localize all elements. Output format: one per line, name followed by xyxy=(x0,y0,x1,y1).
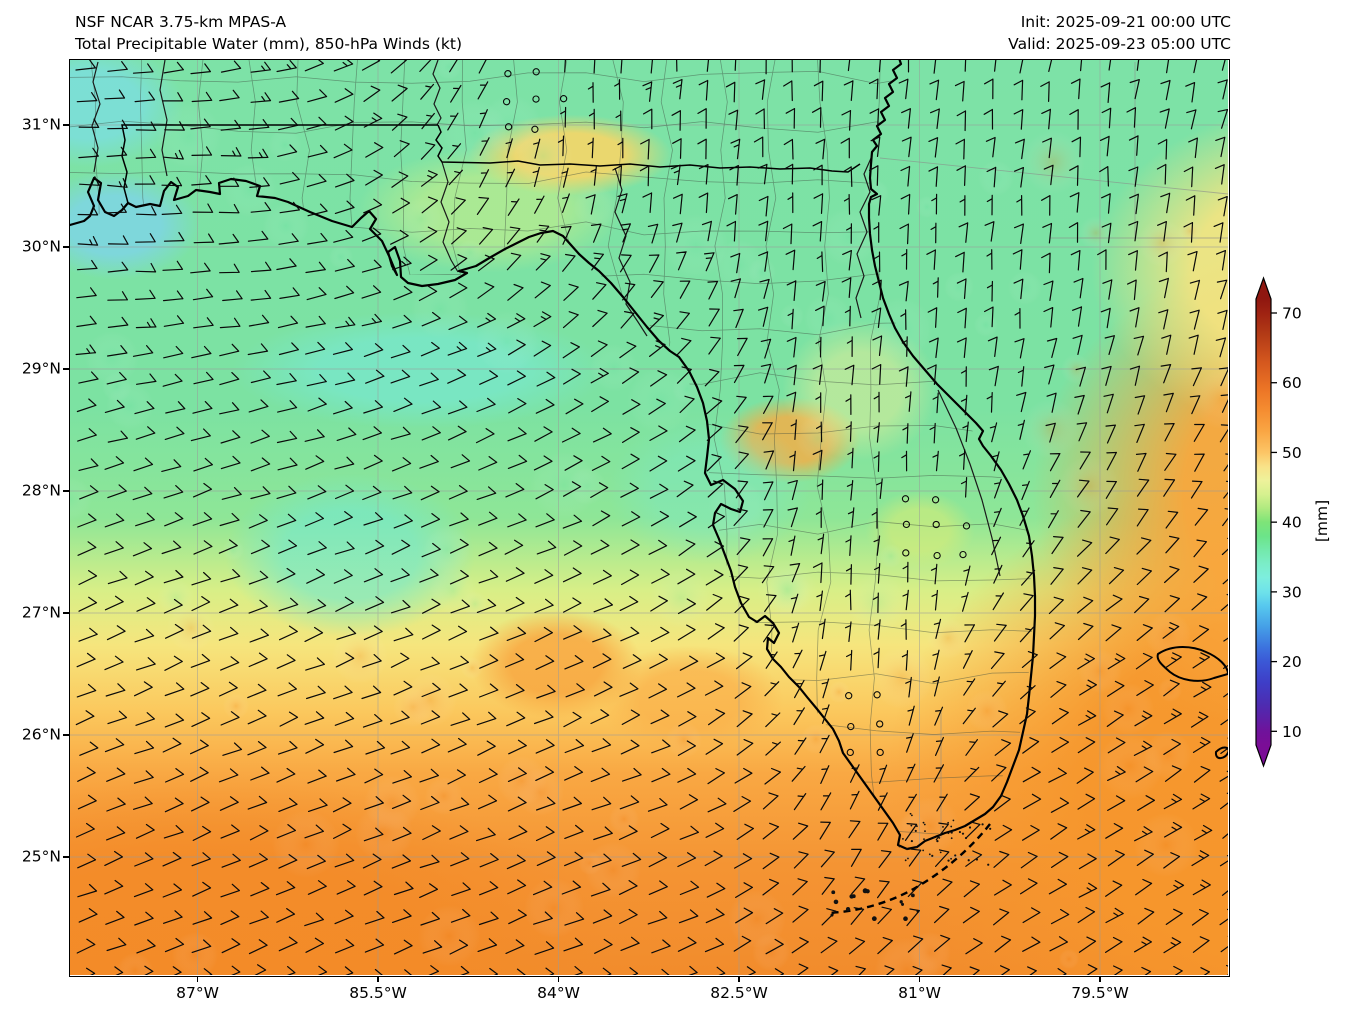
colorbar-units-label: [mm] xyxy=(1313,499,1331,543)
lon-tick-label: 85.5°W xyxy=(349,984,407,1002)
lat-tick xyxy=(63,124,69,126)
lat-tick xyxy=(63,734,69,736)
lon-tick-label: 82.5°W xyxy=(710,984,768,1002)
colorbar-tick-label: 10 xyxy=(1282,723,1302,741)
lon-tick-label: 87°W xyxy=(176,984,219,1002)
colorbar-tick-label: 50 xyxy=(1282,444,1302,462)
colorbar: 70 60 50 40 30 20 10 xyxy=(1255,276,1302,768)
lon-tick-label: 81°W xyxy=(898,984,941,1002)
valid-time: Valid: 2025-09-23 05:00 UTC xyxy=(1008,35,1231,53)
lon-tick xyxy=(196,976,199,982)
product-title: Total Precipitable Water (mm), 850-hPa W… xyxy=(75,35,463,53)
lat-tick-label: 31°N xyxy=(21,115,61,134)
colorbar-tick-label: 60 xyxy=(1282,374,1302,392)
lon-tick xyxy=(738,976,740,982)
lon-tick xyxy=(557,976,560,982)
lat-tick-label: 29°N xyxy=(21,359,61,378)
colorbar-tick-label: 70 xyxy=(1282,305,1302,323)
lon-tick-label: 84°W xyxy=(537,984,580,1002)
lat-tick xyxy=(63,490,69,492)
map-overlay-geography xyxy=(70,60,1228,975)
lat-tick-label: 26°N xyxy=(21,725,61,744)
lat-tick-label: 30°N xyxy=(21,237,61,256)
colorbar-tick-label: 40 xyxy=(1282,514,1302,532)
lat-tick-label: 28°N xyxy=(21,481,61,500)
colorbar-tick-label: 30 xyxy=(1282,583,1302,601)
lon-tick xyxy=(377,976,379,982)
lon-tick-label: 79.5°W xyxy=(1071,984,1129,1002)
lat-tick-label: 27°N xyxy=(21,603,61,622)
lat-tick-label: 25°N xyxy=(21,847,61,866)
model-title: NSF NCAR 3.75-km MPAS-A xyxy=(75,13,287,31)
init-time: Init: 2025-09-21 00:00 UTC xyxy=(1020,13,1231,31)
lat-tick xyxy=(63,612,69,614)
lat-tick xyxy=(63,368,69,370)
colorbar-tick-label: 20 xyxy=(1282,653,1302,671)
lat-tick xyxy=(63,856,69,858)
lat-tick xyxy=(63,246,69,248)
lon-tick xyxy=(918,976,921,982)
map-canvas xyxy=(70,60,1228,975)
lon-tick xyxy=(1099,976,1101,982)
